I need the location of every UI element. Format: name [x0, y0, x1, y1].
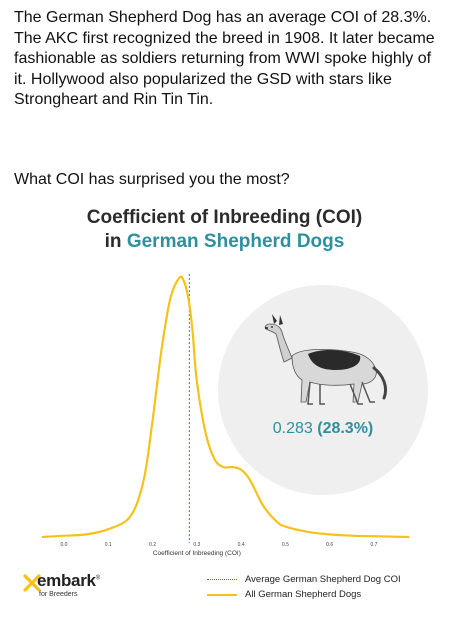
dog-badge-circle	[218, 285, 428, 495]
legend-item-average: Average German Shepherd Dog COI	[207, 572, 447, 587]
x-tick-label-7: 0.7	[371, 542, 378, 548]
legend-swatch-dotted	[207, 579, 237, 580]
chart-title-line2: in German Shepherd Dogs	[0, 230, 449, 254]
legend-label-average: Average German Shepherd Dog COI	[245, 574, 401, 585]
legend-swatch-solid	[207, 593, 237, 596]
x-tick-label-5: 0.5	[282, 542, 289, 548]
coi-value: 0.283	[272, 420, 313, 437]
coi-percent: (28.3%)	[317, 420, 374, 437]
legend-item-all: All German Shepherd Dogs	[207, 587, 447, 602]
x-tick-label-1: 0.1	[105, 542, 112, 548]
x-tick-label-6: 0.6	[326, 542, 333, 548]
intro-paragraph: The German Shepherd Dog has an average C…	[14, 9, 435, 108]
chart-title-breed: German Shepherd Dogs	[126, 231, 345, 252]
x-tick-label-2: 0.2	[149, 542, 156, 548]
chart-legend: Average German Shepherd Dog COI All Germ…	[207, 572, 447, 602]
chart-title-in: in	[104, 231, 127, 252]
x-tick-label-0: 0.0	[61, 542, 68, 548]
x-tick-label-4: 0.4	[238, 542, 245, 548]
embark-logo-word: embark®	[37, 571, 100, 590]
embark-logo-mark-icon	[23, 574, 41, 592]
x-axis-label: Coefficient of Inbreeding (COI)	[153, 550, 241, 557]
x-axis-ticks: 0.0 0.1 0.2 0.3 0.4 0.5 0.6 0.7	[61, 542, 378, 548]
chart-title-line1: Coefficient of Inbreeding (COI)	[86, 207, 363, 228]
german-shepherd-illustration	[264, 314, 388, 405]
legend-label-all: All German Shepherd Dogs	[245, 589, 362, 600]
series-all-gsd-curve	[41, 275, 410, 539]
question-prompt: What COI has surprised you the most?	[14, 171, 290, 188]
chart-title: Coefficient of Inbreeding (COI) in Germa…	[0, 206, 449, 254]
x-tick-label-3: 0.3	[193, 542, 200, 548]
embark-logo: embark® for Breeders	[22, 571, 152, 613]
embark-logo-sub: for Breeders	[39, 591, 78, 598]
coi-readout: 0.283 (28.3%)	[218, 420, 428, 438]
